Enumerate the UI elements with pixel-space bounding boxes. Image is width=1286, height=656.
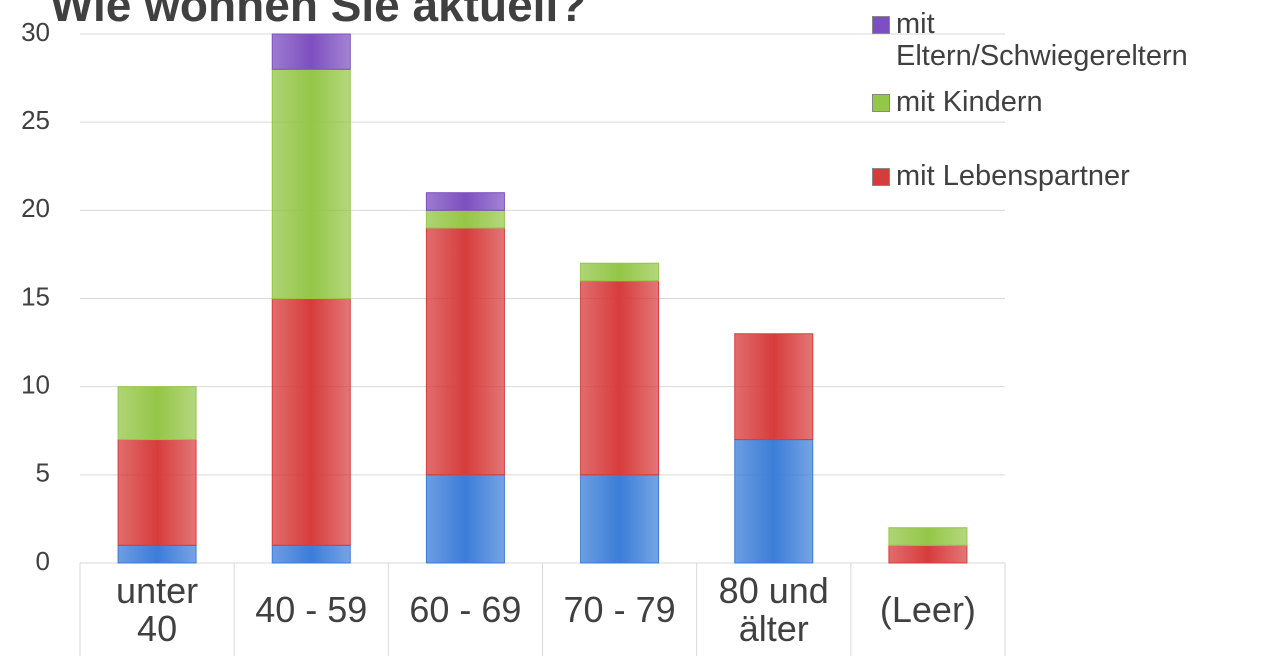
legend-swatch	[872, 16, 890, 34]
y-tick-label: 0	[36, 546, 50, 576]
x-tick-label: 80 und älter	[718, 569, 829, 649]
bar-segment	[734, 333, 814, 441]
x-tick-label: 70 - 79	[563, 588, 676, 630]
chart-title: Wie wohnen Sie aktuell?	[50, 0, 587, 31]
bar-segment	[425, 474, 505, 564]
bar-segment	[117, 544, 197, 564]
bar-segment	[580, 262, 660, 282]
legend-swatch	[872, 94, 890, 112]
legend-item: mit Lebenspartner	[872, 160, 1226, 192]
x-tick-label: 60 - 69	[409, 588, 522, 630]
bar-segment	[117, 439, 197, 546]
y-tick-label: 25	[21, 105, 50, 135]
x-tick-cell: 40 - 59	[234, 563, 388, 656]
bar-segment	[580, 474, 660, 564]
x-tick-cell: 80 und älter	[697, 563, 851, 656]
bar-segment	[888, 527, 968, 546]
bar-segment	[425, 192, 505, 211]
legend-item: mit Kindern	[872, 86, 1226, 118]
bar-segment	[117, 386, 197, 441]
legend-item: mit Eltern/Schwiegereltern	[872, 8, 1226, 72]
x-tick-cell: 60 - 69	[388, 563, 542, 656]
bar-segment	[425, 227, 505, 476]
bar-segment	[271, 544, 351, 564]
y-tick-label: 30	[21, 17, 50, 47]
bar-segment	[580, 280, 660, 476]
y-tick-label: 15	[21, 281, 50, 311]
x-tick-cell: (Leer)	[851, 563, 1005, 656]
legend-swatch	[872, 168, 890, 186]
legend-label: mit Lebenspartner	[896, 160, 1130, 192]
legend-label: mit Eltern/Schwiegereltern	[896, 8, 1188, 72]
y-tick-label: 10	[21, 370, 50, 400]
legend-label: mit Kindern	[896, 86, 1043, 118]
y-tick-label: 20	[21, 193, 50, 223]
x-tick-cell: unter 40	[80, 563, 234, 656]
bar-segment	[271, 68, 351, 300]
bar-segment	[271, 33, 351, 70]
bar-segment	[271, 298, 351, 546]
x-tick-cell: 70 - 79	[543, 563, 697, 656]
bar-segment	[734, 439, 814, 564]
bar-segment	[425, 209, 505, 229]
x-tick-label: unter 40	[116, 569, 199, 649]
x-tick-label: (Leer)	[879, 588, 976, 630]
y-tick-label: 5	[36, 458, 50, 488]
bar-segment	[888, 544, 968, 564]
x-tick-label: 40 - 59	[255, 588, 368, 630]
